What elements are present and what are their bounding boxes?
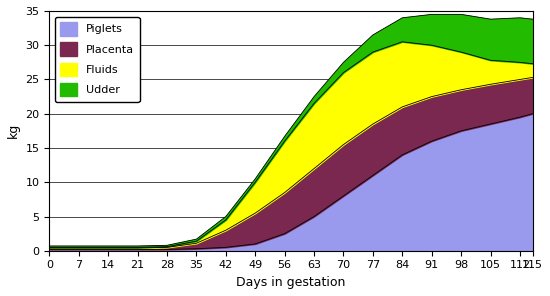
Legend: Piglets, Placenta, Fluids, Udder: Piglets, Placenta, Fluids, Udder bbox=[55, 17, 140, 102]
X-axis label: Days in gestation: Days in gestation bbox=[236, 276, 345, 289]
Y-axis label: kg: kg bbox=[7, 123, 20, 139]
